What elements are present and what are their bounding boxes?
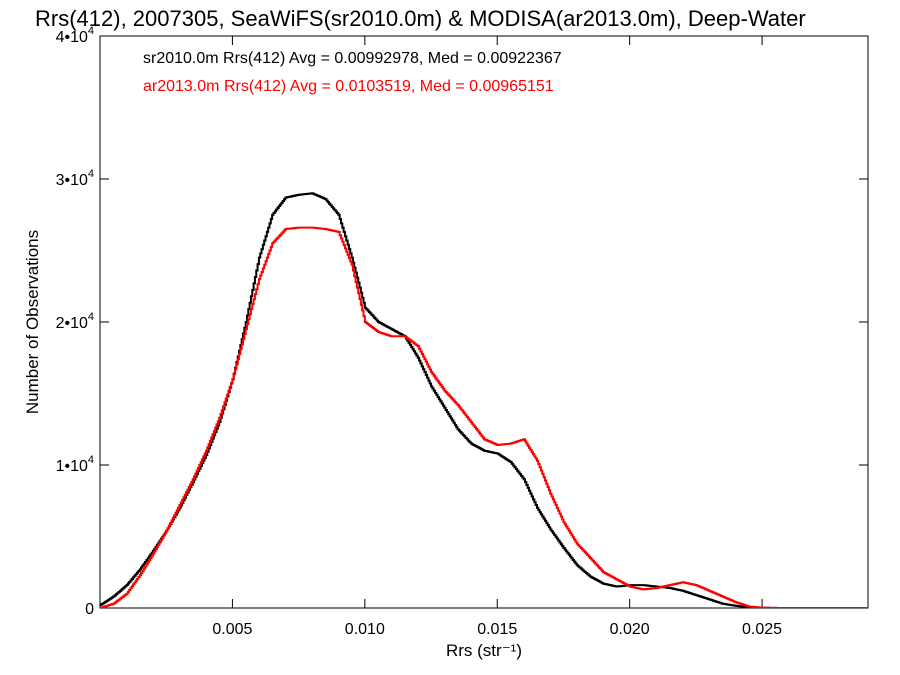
plot-frame — [99, 35, 869, 609]
chart-title: Rrs(412), 2007305, SeaWiFS(sr2010.0m) & … — [35, 6, 806, 31]
y-axis: 0 1•104 2•104 3•104 4•104 — [56, 25, 868, 618]
y-axis-label: Number of Observations — [23, 230, 42, 414]
x-tick-label: 0.020 — [610, 621, 650, 638]
x-tick-label: 0.015 — [477, 621, 517, 638]
y-tick-label: 1•104 — [56, 454, 94, 475]
x-tick-label: 0.025 — [742, 621, 782, 638]
x-axis-label: Rrs (str⁻¹) — [446, 641, 522, 660]
y-tick-label: 3•104 — [56, 168, 94, 189]
series-layer — [100, 192, 868, 608]
series-line-sr2010.0m — [100, 192, 868, 608]
x-tick-label: 0.005 — [212, 621, 252, 638]
x-axis: 0.005 0.010 0.015 0.020 0.025 — [212, 36, 782, 638]
legend-entry-sr2010: sr2010.0m Rrs(412) Avg = 0.00992978, Med… — [143, 50, 562, 67]
y-tick-label: 0 — [85, 601, 94, 618]
x-tick-label: 0.010 — [345, 621, 385, 638]
y-tick-label: 4•104 — [56, 25, 94, 46]
series-line-ar2013.0m — [100, 226, 868, 608]
y-tick-label: 2•104 — [56, 311, 94, 332]
legend-entry-ar2013: ar2013.0m Rrs(412) Avg = 0.0103519, Med … — [143, 78, 554, 95]
